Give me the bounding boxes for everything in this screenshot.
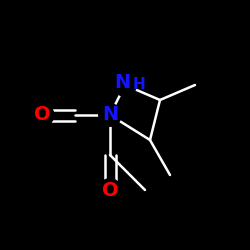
Text: N: N (114, 73, 130, 92)
Text: O: O (102, 180, 118, 200)
Circle shape (99, 104, 121, 126)
Circle shape (114, 74, 136, 96)
Text: N: N (102, 106, 118, 124)
Circle shape (99, 179, 121, 201)
Circle shape (31, 104, 54, 126)
Text: H: H (132, 77, 145, 92)
Text: O: O (34, 106, 51, 124)
